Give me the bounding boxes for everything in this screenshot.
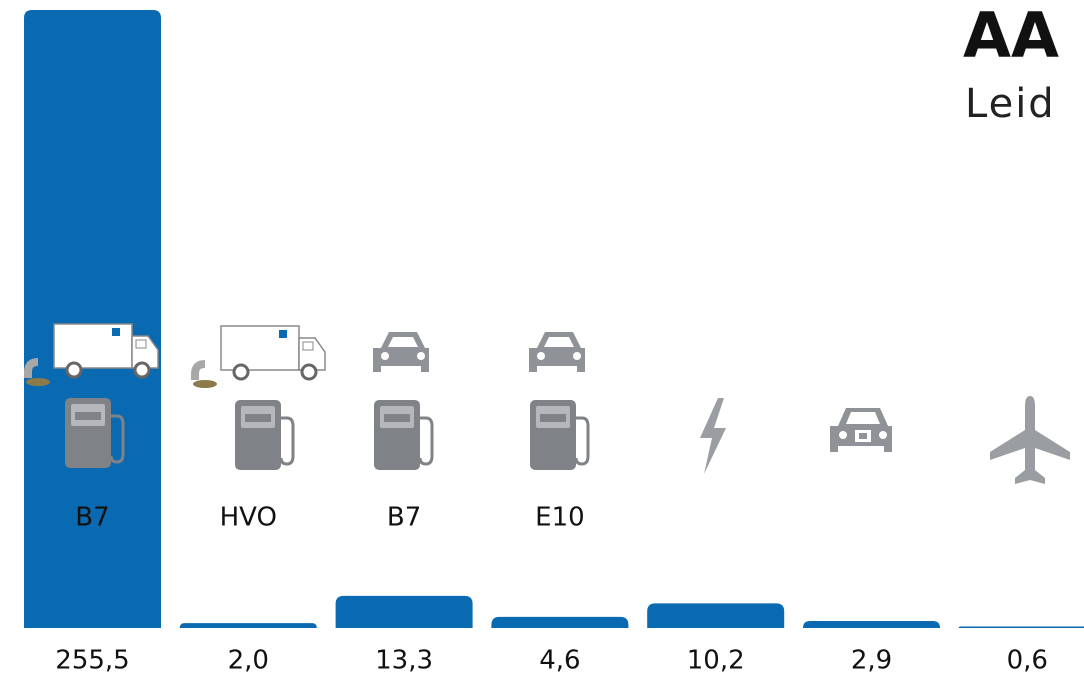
bar: [180, 623, 317, 628]
logo-subtext: Leid: [965, 81, 1056, 127]
value-label: 0,6: [1007, 646, 1048, 676]
pump-icon: [235, 400, 293, 470]
pump-icon: [374, 400, 432, 470]
bar: [959, 627, 1084, 628]
value-label: 10,2: [687, 646, 745, 676]
category-label: E10: [535, 503, 585, 533]
value-label: 2,0: [228, 646, 269, 676]
value-label: 2,9: [851, 646, 892, 676]
bars: [24, 10, 1084, 628]
icons: [26, 324, 1070, 484]
car-icon: [529, 332, 585, 372]
pump-icon: [530, 400, 588, 470]
car-icon: [373, 332, 429, 372]
taxi-icon: [830, 408, 892, 452]
value-label: 4,6: [539, 646, 580, 676]
bar: [647, 603, 784, 628]
category-label: HVO: [220, 503, 277, 533]
value-label: 13,3: [375, 646, 433, 676]
logo-text: AA: [963, 0, 1059, 72]
bar: [24, 10, 161, 628]
chart: AA Leid B7 255,5 HVO 2,0 B7 13,3 E10 4,6 10,2 2,9…: [0, 0, 1084, 679]
value-label: 255,5: [55, 646, 129, 676]
category-label: B7: [387, 503, 421, 533]
category-label: B7: [75, 503, 109, 533]
bar: [336, 596, 473, 628]
bar: [491, 617, 628, 628]
truck-icon: [193, 326, 325, 388]
page: {"chart_data": {"type": "bar", "header":…: [0, 0, 1084, 679]
bar: [803, 621, 940, 628]
plane-icon: [990, 396, 1070, 484]
bolt-icon: [700, 398, 726, 474]
